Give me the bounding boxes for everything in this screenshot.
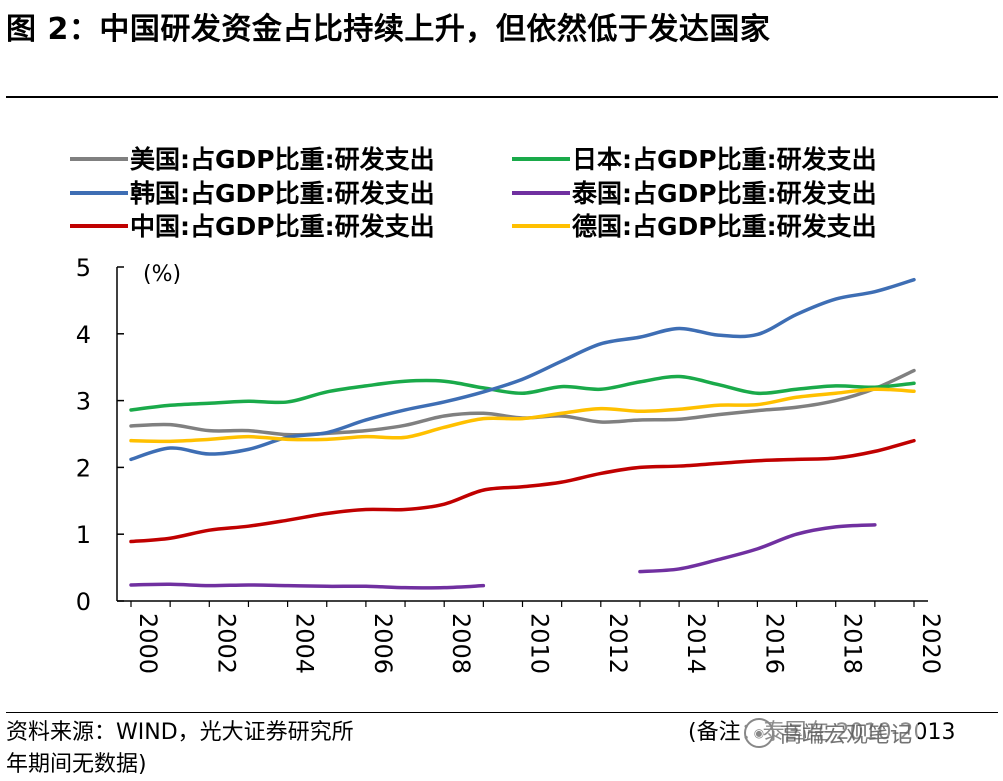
- series-line-2: [129, 277, 916, 462]
- y-tick-label: 2: [76, 454, 91, 482]
- series-line-3: [129, 582, 486, 590]
- chart-axes: 0 1 2 3 4 5 (%) 2000 2002 2004 2006 2008 2010 2012 201…: [76, 254, 945, 674]
- x-tick-label: 2014: [682, 613, 710, 674]
- legend-label: 韩国:占GDP比重:研发支出: [130, 179, 435, 208]
- legend-label: 美国:占GDP比重:研发支出: [130, 145, 435, 174]
- line-chart: 美国:占GDP比重:研发支出 日本:占GDP比重:研发支出韩国:占GDP比重:研发…: [70, 145, 945, 674]
- watermark-text: 高端宏观笔记: [780, 723, 913, 748]
- y-tick-label: 4: [76, 321, 91, 349]
- legend-label: 泰国:占GDP比重:研发支出: [572, 179, 877, 208]
- y-tick-label: 3: [76, 388, 91, 416]
- legend-label: 中国:占GDP比重:研发支出: [130, 212, 435, 241]
- chart-legend: 美国:占GDP比重:研发支出 日本:占GDP比重:研发支出韩国:占GDP比重:研发…: [70, 145, 877, 241]
- x-tick-label: 2020: [917, 613, 945, 674]
- x-tick-label: 2000: [134, 613, 162, 674]
- y-tick-label: 5: [76, 254, 91, 282]
- x-tick-label: 2004: [291, 613, 319, 674]
- source-text: 资料来源：WIND，光大证券研究所: [6, 720, 354, 745]
- x-tick-label: 2002: [212, 613, 240, 674]
- watermark: ◉ 高端宏观笔记: [740, 714, 919, 752]
- x-tick-label: 2012: [604, 613, 632, 674]
- figure-title: 图 2：中国研发资金占比持续上升，但依然低于发达国家: [6, 12, 771, 47]
- wechat-icon: ◉: [744, 718, 774, 748]
- x-tick-label: 2010: [526, 613, 554, 674]
- y-tick-label: 1: [76, 521, 91, 549]
- y-tick-label: 0: [76, 588, 91, 616]
- legend-label: 德国:占GDP比重:研发支出: [572, 212, 877, 241]
- series-line-6: [129, 387, 916, 444]
- legend-label: 日本:占GDP比重:研发支出: [572, 145, 877, 174]
- top-rule: [6, 96, 998, 98]
- series-line-4: [638, 523, 877, 574]
- chart-lines: [129, 277, 916, 590]
- x-tick-label: 2006: [369, 613, 397, 674]
- note-continued-text: 年期间无数据): [6, 752, 147, 777]
- x-tick-label: 2008: [447, 613, 475, 674]
- x-tick-label: 2018: [839, 613, 867, 674]
- series-line-5: [129, 438, 916, 544]
- bottom-rule: [6, 712, 998, 713]
- x-tick-label: 2016: [760, 613, 788, 674]
- y-axis-label: (%): [143, 262, 181, 287]
- series-line-1: [129, 374, 916, 412]
